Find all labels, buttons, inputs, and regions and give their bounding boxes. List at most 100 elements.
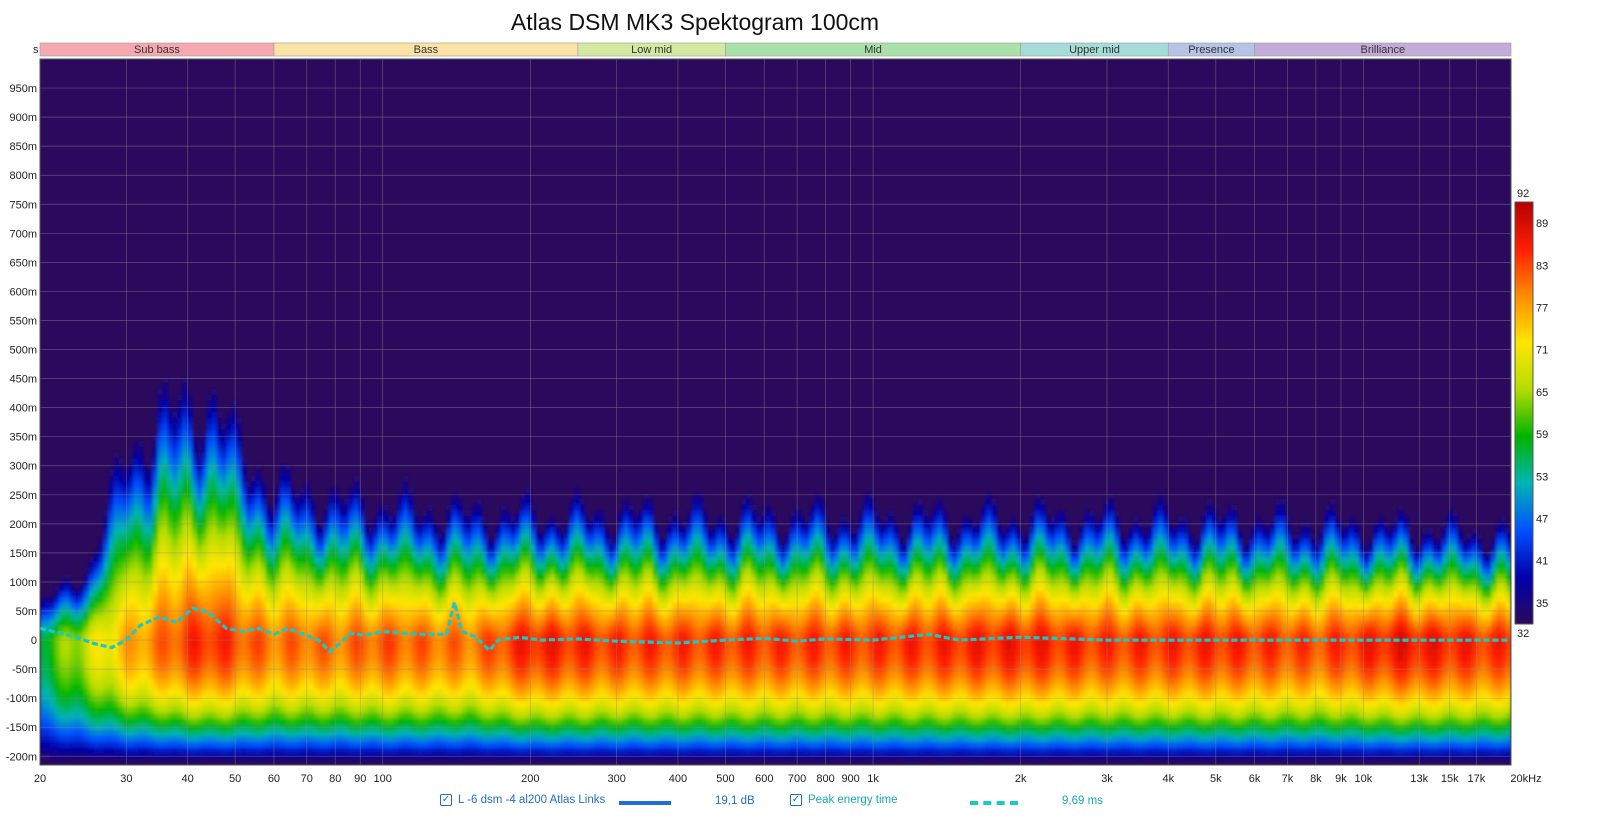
heat-cell xyxy=(270,550,276,558)
heat-cell xyxy=(187,550,193,558)
heat-cell xyxy=(133,498,139,506)
heat-cell xyxy=(231,591,237,598)
heat-cell xyxy=(201,660,208,668)
heat-cell xyxy=(427,614,433,621)
heat-cell xyxy=(231,614,237,621)
heat-cell xyxy=(358,718,365,726)
heat-cell xyxy=(152,556,159,564)
heat-cell xyxy=(162,701,169,708)
heat-cell xyxy=(481,539,487,546)
heat-cell xyxy=(113,458,120,465)
heat-cell xyxy=(339,701,345,708)
heat-cell xyxy=(491,631,497,639)
heat-cell xyxy=(182,539,188,546)
heat-cell xyxy=(157,678,164,685)
heat-cell xyxy=(407,689,414,697)
heat-cell xyxy=(231,741,237,749)
heat-cell xyxy=(113,614,120,621)
heat-cell xyxy=(402,730,409,737)
heat-cell xyxy=(476,579,482,587)
heat-cell xyxy=(221,701,227,708)
heat-cell xyxy=(138,672,144,679)
heat-cell xyxy=(280,736,286,743)
heat-cell xyxy=(299,562,306,569)
heat-cell xyxy=(383,521,389,529)
heat-cell xyxy=(554,614,561,621)
heat-cell xyxy=(196,458,203,465)
heat-cell xyxy=(540,631,546,639)
heat-cell xyxy=(319,678,325,685)
heat-cell xyxy=(142,608,149,616)
heat-cell xyxy=(363,585,370,592)
heat-cell xyxy=(157,747,164,755)
heat-cell xyxy=(554,585,561,592)
heat-cell xyxy=(216,504,223,511)
heat-cell xyxy=(108,712,115,720)
heat-cell xyxy=(353,718,360,726)
heat-cell xyxy=(74,678,80,685)
heat-cell xyxy=(147,498,154,506)
heat-cell xyxy=(451,591,458,598)
heat-cell xyxy=(290,591,296,598)
heat-cell xyxy=(446,701,453,708)
heat-cell xyxy=(64,608,71,616)
heat-cell xyxy=(402,666,409,674)
heat-cell xyxy=(294,568,301,575)
heat-cell xyxy=(54,701,61,708)
heat-cell xyxy=(294,516,301,523)
heat-cell xyxy=(569,521,576,529)
heat-cell xyxy=(358,689,365,697)
heat-cell xyxy=(231,712,237,720)
heat-cell xyxy=(172,712,178,720)
heat-cell xyxy=(324,707,330,714)
heat-cell xyxy=(157,660,164,668)
heat-cell xyxy=(407,736,414,743)
heat-cell xyxy=(206,568,213,575)
heat-cell xyxy=(167,597,173,604)
heat-cell xyxy=(348,533,355,540)
heat-cell xyxy=(177,579,183,587)
heat-cell xyxy=(422,672,428,679)
heat-cell xyxy=(280,504,286,511)
heat-cell xyxy=(309,533,316,540)
heat-cell xyxy=(540,660,546,668)
heat-cell xyxy=(334,568,340,575)
heat-cell xyxy=(412,533,419,540)
heat-cell xyxy=(93,608,100,616)
heat-cell xyxy=(206,440,213,448)
heat-cell xyxy=(216,562,223,569)
heat-cell xyxy=(196,475,203,483)
heat-cell xyxy=(559,539,566,546)
heat-cell xyxy=(206,695,213,702)
heat-cell xyxy=(442,631,448,639)
heat-cell xyxy=(520,516,527,523)
heat-cell xyxy=(383,736,389,743)
heat-cell xyxy=(319,568,325,575)
heat-cell xyxy=(138,550,144,558)
heat-cell xyxy=(280,533,286,540)
heat-cell xyxy=(378,574,384,581)
heat-cell xyxy=(98,655,105,662)
heat-cell xyxy=(344,597,350,604)
heat-cell xyxy=(510,747,517,755)
heat-cell xyxy=(206,545,213,552)
heat-cell xyxy=(231,516,237,523)
heat-cell xyxy=(103,730,110,737)
heat-cell xyxy=(496,741,502,749)
heat-cell xyxy=(285,741,291,749)
heat-cell xyxy=(324,562,330,569)
heat-cell xyxy=(98,724,105,731)
heat-cell xyxy=(329,562,335,569)
heat-cell xyxy=(378,701,384,708)
heat-cell xyxy=(510,683,517,691)
heat-cell xyxy=(79,637,85,645)
heat-cell xyxy=(98,626,105,633)
heat-cell xyxy=(236,678,242,685)
heat-cell xyxy=(118,724,124,731)
heat-cell xyxy=(461,597,468,604)
heat-cell xyxy=(564,527,571,535)
heat-cell xyxy=(226,440,232,448)
heat-cell xyxy=(206,481,213,488)
heat-cell xyxy=(314,701,321,708)
heat-cell xyxy=(152,730,159,737)
